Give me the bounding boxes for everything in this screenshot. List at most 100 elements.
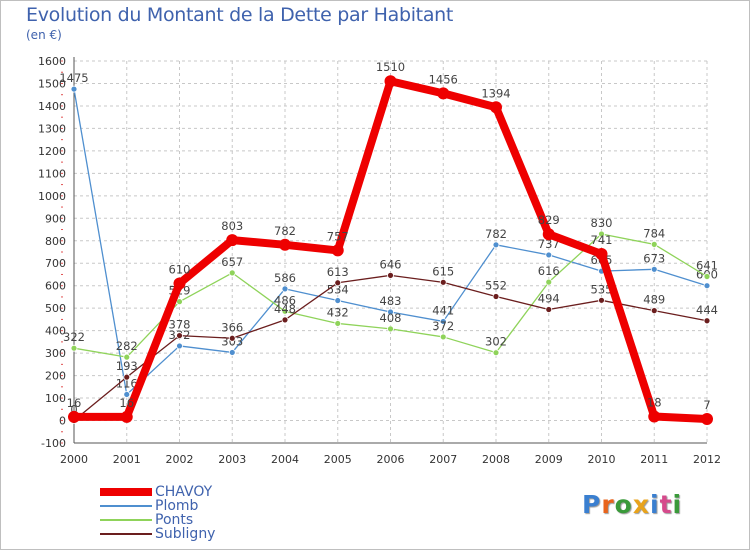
data-label: 489 xyxy=(643,293,665,307)
data-point xyxy=(595,248,608,261)
data-point xyxy=(279,238,291,251)
legend-item-subligny[interactable]: Subligny xyxy=(100,527,215,541)
x-tick-label: 2002 xyxy=(166,453,194,466)
data-point xyxy=(545,251,553,259)
data-point xyxy=(228,269,236,277)
data-label: 586 xyxy=(274,271,296,285)
data-point xyxy=(334,297,342,304)
x-tick-label: 2009 xyxy=(535,453,563,466)
data-point xyxy=(439,333,447,341)
data-label: 322 xyxy=(63,330,85,344)
data-point xyxy=(439,278,447,286)
data-point xyxy=(228,349,236,356)
data-point xyxy=(387,271,394,279)
data-point xyxy=(437,87,450,100)
y-tick-label: 1100 xyxy=(38,167,66,180)
data-label: 444 xyxy=(696,303,718,317)
data-label: 494 xyxy=(538,292,560,306)
data-label: 613 xyxy=(327,265,349,279)
legend-swatch-subligny xyxy=(100,533,152,535)
legend-label-ponts: Ponts xyxy=(155,512,194,528)
legend: CHAVOY Plomb Ponts Subligny xyxy=(100,485,215,541)
data-label: 16 xyxy=(67,396,82,410)
data-label: 441 xyxy=(432,303,454,317)
data-label: 486 xyxy=(274,293,296,307)
data-label: 616 xyxy=(538,264,560,278)
y-tick-label: 300 xyxy=(45,347,66,360)
chart-title: Evolution du Montant de la Dette par Hab… xyxy=(26,4,454,26)
y-tick-label: 700 xyxy=(45,257,66,270)
data-label: 610 xyxy=(169,262,191,276)
data-point xyxy=(545,306,553,313)
data-point xyxy=(648,410,661,423)
legend-swatch-ponts xyxy=(100,519,152,521)
data-label: 615 xyxy=(432,264,454,278)
data-point xyxy=(650,265,658,273)
data-point xyxy=(384,75,397,88)
legend-item-chavoy[interactable]: CHAVOY xyxy=(100,485,215,499)
data-point xyxy=(334,320,342,327)
data-point xyxy=(703,317,711,325)
data-label: 757 xyxy=(327,229,349,243)
data-label: 483 xyxy=(380,294,402,308)
data-point xyxy=(173,277,186,290)
x-tick-label: 2000 xyxy=(60,453,88,466)
data-point xyxy=(650,240,658,248)
y-tick-label: 600 xyxy=(45,280,66,293)
x-tick-label: 2007 xyxy=(429,453,457,466)
data-label: 1456 xyxy=(429,72,458,86)
data-label: 657 xyxy=(221,255,243,269)
data-point xyxy=(703,273,711,280)
x-tick-label: 2011 xyxy=(640,453,668,466)
data-label: 1510 xyxy=(376,60,405,74)
legend-item-ponts[interactable]: Ponts xyxy=(100,513,215,527)
data-label: 741 xyxy=(591,233,613,247)
data-label: 302 xyxy=(485,335,507,349)
y-tick-label: 1600 xyxy=(38,55,66,68)
data-label: 366 xyxy=(221,320,243,334)
logo-letter: i xyxy=(672,490,683,519)
data-label: 803 xyxy=(221,219,243,233)
x-tick-label: 2005 xyxy=(324,453,352,466)
y-tick-label: 500 xyxy=(45,302,66,315)
data-point xyxy=(176,342,183,350)
x-tick-label: 2003 xyxy=(218,453,246,466)
x-tick-label: 2008 xyxy=(482,453,510,466)
y-tick-label: 900 xyxy=(45,212,66,225)
data-label: 673 xyxy=(643,251,665,265)
data-label: 641 xyxy=(696,258,718,272)
data-point xyxy=(545,278,553,286)
data-label: 16 xyxy=(119,396,134,410)
data-point xyxy=(439,318,447,325)
x-tick-label: 2012 xyxy=(693,453,721,466)
data-label: 408 xyxy=(380,311,402,325)
logo-letter: r xyxy=(601,490,615,519)
data-point xyxy=(542,228,555,241)
data-point xyxy=(492,349,500,357)
data-point xyxy=(650,307,658,315)
data-point xyxy=(701,412,713,425)
data-point xyxy=(598,296,605,304)
data-label: 378 xyxy=(169,318,191,332)
data-point xyxy=(120,410,133,423)
data-point xyxy=(70,344,78,352)
data-label: 432 xyxy=(327,305,349,319)
data-label: 830 xyxy=(591,216,613,230)
y-tick-label: -100 xyxy=(41,437,66,450)
data-point xyxy=(490,101,502,114)
y-tick-label: 800 xyxy=(45,235,66,248)
x-tick-label: 2010 xyxy=(588,453,616,466)
logo-letter: i xyxy=(650,490,660,519)
data-label: 0 xyxy=(70,403,77,417)
data-label: 646 xyxy=(380,257,402,271)
data-label: 7 xyxy=(703,398,710,412)
data-point xyxy=(281,307,289,315)
data-label: 282 xyxy=(116,339,138,353)
data-label: 1394 xyxy=(481,86,510,100)
legend-item-plomb[interactable]: Plomb xyxy=(100,499,215,513)
data-point xyxy=(68,410,80,423)
data-point xyxy=(331,244,344,257)
y-tick-label: 400 xyxy=(45,325,66,338)
x-tick-label: 2001 xyxy=(113,453,141,466)
data-label: 1475 xyxy=(59,71,88,85)
